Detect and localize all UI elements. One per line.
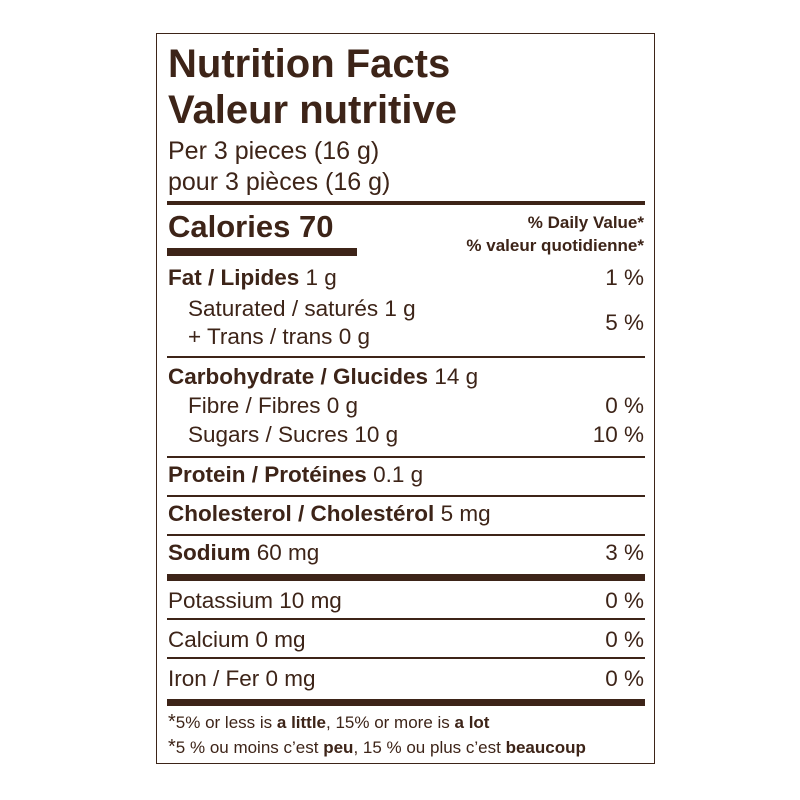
footnote-fr: *5 % ou moins c’est peu, 15 % ou plus c’…	[168, 736, 586, 758]
divider	[167, 495, 645, 497]
divider	[167, 618, 645, 620]
sodium-row: Sodium 60 mg	[168, 540, 320, 565]
sodium-dv: 3 %	[605, 540, 644, 565]
fat-row: Fat / Lipides 1 g	[168, 265, 337, 290]
calories-label: Calories	[168, 209, 291, 244]
calories-bar	[167, 248, 357, 256]
title-en: Nutrition Facts	[168, 42, 451, 86]
iron-dv: 0 %	[605, 666, 644, 691]
protein-row: Protein / Protéines 0.1 g	[168, 462, 424, 487]
daily-value-header-fr: % valeur quotidienne*	[466, 236, 644, 255]
divider	[167, 534, 645, 536]
divider	[167, 657, 645, 659]
nutrition-facts-panel	[156, 33, 655, 764]
sugars-row: Sugars / Sucres 10 g	[188, 422, 399, 447]
sugars-dv: 10 %	[592, 422, 644, 447]
fat-dv: 1 %	[605, 265, 644, 290]
potassium-row: Potassium 10 mg	[168, 588, 342, 613]
potassium-dv: 0 %	[605, 588, 644, 613]
fibre-dv: 0 %	[605, 393, 644, 418]
saturated-row: Saturated / saturés 1 g	[188, 296, 416, 321]
divider	[167, 456, 645, 458]
divider-thick	[167, 574, 645, 581]
calories-value: 70	[298, 209, 334, 244]
serving-size-fr: pour 3 pièces (16 g)	[168, 168, 391, 196]
title-fr: Valeur nutritive	[168, 88, 457, 132]
divider	[167, 201, 645, 205]
calories: Calories 70	[168, 208, 333, 246]
iron-row: Iron / Fer 0 mg	[168, 666, 316, 691]
cholesterol-row: Cholesterol / Cholestérol 5 mg	[168, 501, 491, 526]
trans-row: + Trans / trans 0 g	[188, 324, 370, 349]
divider-thick	[167, 699, 645, 706]
serving-size-en: Per 3 pieces (16 g)	[168, 137, 380, 165]
daily-value-header-en: % Daily Value*	[527, 213, 644, 232]
calcium-dv: 0 %	[605, 627, 644, 652]
footnote-en: *5% or less is a little, 15% or more is …	[168, 711, 490, 733]
carbohydrate-row: Carbohydrate / Glucides 14 g	[168, 364, 479, 389]
fibre-row: Fibre / Fibres 0 g	[188, 393, 359, 418]
divider	[167, 356, 645, 358]
sat-trans-dv: 5 %	[605, 310, 644, 335]
calcium-row: Calcium 0 mg	[168, 627, 306, 652]
